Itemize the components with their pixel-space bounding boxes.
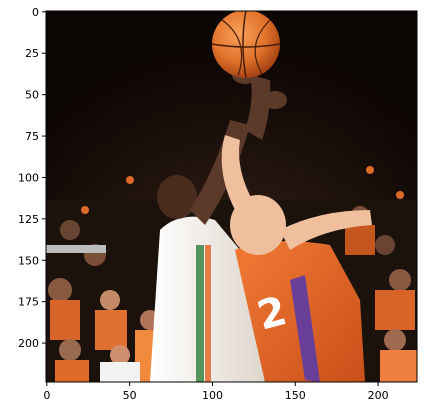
- x-tick-label: 0: [43, 389, 50, 402]
- y-tick-label: 200: [18, 337, 39, 350]
- y-tick-label: 0: [32, 6, 39, 19]
- basketball: [212, 10, 280, 78]
- y-tick-label: 50: [25, 89, 39, 102]
- y-tick-label: 150: [18, 254, 39, 267]
- y-tick-label: 100: [18, 171, 39, 184]
- y-tick-label: 25: [25, 47, 39, 60]
- photo: 2: [46, 10, 417, 382]
- y-tick-label: 75: [25, 130, 39, 143]
- y-axis: 0 25 50 75 100 125 150 175 200: [18, 6, 46, 350]
- x-tick-label: 200: [368, 389, 389, 402]
- x-tick-label: 100: [202, 389, 223, 402]
- x-tick-label: 150: [285, 389, 306, 402]
- y-tick-label: 125: [18, 213, 39, 226]
- x-axis: 0 50 100 150 200: [43, 382, 388, 402]
- y-tick-label: 175: [18, 296, 39, 309]
- x-tick-label: 50: [123, 389, 137, 402]
